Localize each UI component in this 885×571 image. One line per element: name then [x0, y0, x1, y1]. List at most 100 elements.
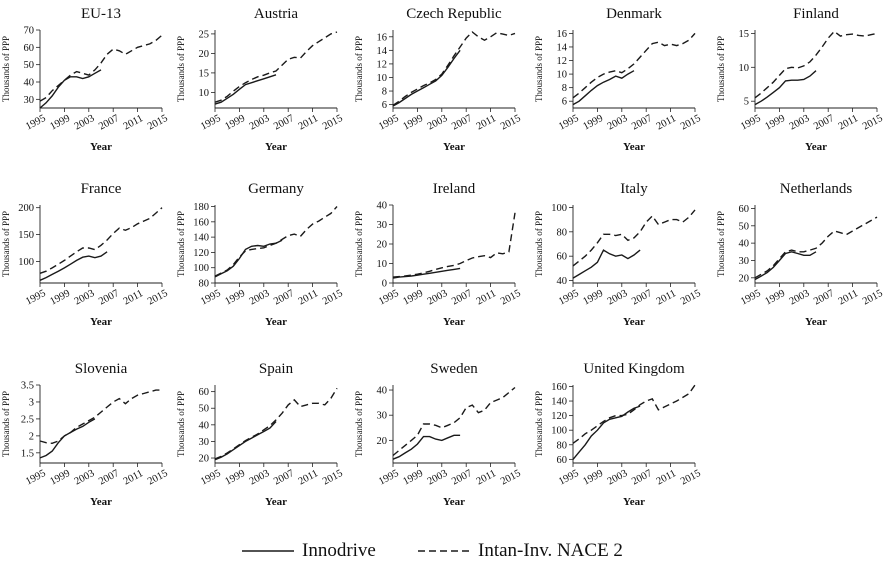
- x-tick-label: 2003: [73, 113, 97, 133]
- y-tick-label: 200: [18, 203, 34, 214]
- y-tick-label: 160: [193, 217, 209, 228]
- panel-sweden: Sweden 20 30 40 1995 1999 2003 2007 2011 2015 Year…: [354, 361, 523, 508]
- y-axis-label: Thousands of PPP: [534, 211, 544, 277]
- y-tick-label: 25: [199, 29, 210, 40]
- x-tick-label: 2015: [321, 468, 345, 488]
- x-tick-label: 2011: [122, 288, 145, 307]
- x-tick-label: 1995: [377, 113, 401, 133]
- y-tick-label: 8: [382, 87, 387, 98]
- y-tick-label: 16: [557, 29, 568, 40]
- x-axis-label: Year: [443, 496, 465, 508]
- panel-title: United Kingdom: [583, 361, 685, 377]
- y-tick-label: 50: [199, 404, 210, 415]
- y-tick-label: 3: [29, 397, 34, 408]
- y-tick-label: 12: [557, 56, 568, 67]
- series-line-innodrive: [39, 69, 102, 109]
- y-axis-label: Thousands of PPP: [176, 36, 186, 102]
- y-tick-label: 10: [739, 63, 750, 74]
- x-tick-label: 1995: [557, 113, 581, 133]
- y-tick-label: 16: [377, 32, 388, 43]
- y-tick-label: 12: [377, 59, 388, 70]
- y-tick-label: 30: [377, 411, 388, 422]
- x-tick-label: 2007: [272, 468, 296, 488]
- panel-eu-13: EU-13 30 40 50 60 70 1995 1999 2003 2007 2011 2015 Y…: [1, 6, 170, 153]
- y-tick-label: 5: [744, 97, 749, 108]
- series-line-innodrive: [572, 405, 641, 460]
- x-tick-label: 2015: [679, 468, 703, 488]
- panel-title: Denmark: [606, 6, 662, 22]
- y-tick-label: 2.5: [21, 414, 34, 425]
- x-tick-label: 1999: [581, 468, 605, 488]
- x-tick-label: 2011: [475, 288, 498, 307]
- x-tick-label: 2003: [248, 113, 272, 133]
- y-tick-label: 120: [193, 248, 209, 259]
- legend-label-intan-inv: Intan-Inv. NACE 2: [478, 540, 623, 561]
- y-tick-label: 6: [382, 100, 387, 111]
- x-tick-label: 2003: [788, 288, 812, 308]
- series-line-intan-inv-nace-2: [392, 212, 516, 278]
- y-tick-label: 20: [199, 49, 210, 60]
- x-tick-label: 2003: [606, 288, 630, 308]
- y-tick-label: 0: [382, 279, 387, 290]
- series-line-innodrive: [39, 251, 108, 281]
- x-tick-label: 2003: [426, 468, 450, 488]
- x-tick-label: 2007: [272, 113, 296, 133]
- y-tick-label: 1.5: [21, 448, 34, 459]
- y-tick-label: 8: [562, 83, 567, 94]
- x-tick-label: 2015: [499, 113, 523, 133]
- x-axis-label: Year: [265, 496, 287, 508]
- x-tick-label: 2011: [297, 468, 320, 487]
- y-tick-label: 20: [199, 454, 210, 465]
- y-tick-label: 14: [557, 42, 568, 53]
- y-tick-label: 50: [24, 60, 35, 71]
- x-tick-label: 2015: [321, 113, 345, 133]
- panel-ireland: Ireland 0 10 20 30 40 1995 1999 2003 2007 2011 2015…: [354, 181, 523, 328]
- y-tick-label: 2: [29, 431, 34, 442]
- x-tick-label: 1999: [581, 113, 605, 133]
- panel-denmark: Denmark 6 8 10 12 14 16 1995 1999 2003 2007 2011 201…: [534, 6, 703, 153]
- panel-austria: Austria 10 15 20 25 1995 1999 2003 2007 2011 2015 Y…: [176, 6, 345, 153]
- series-line-intan-inv-nace-2: [392, 31, 516, 106]
- panel-spain: Spain 20 30 40 50 60 1995 1999 2003 2007 2011 2015 Y…: [176, 361, 345, 508]
- series-line-innodrive: [572, 249, 641, 279]
- x-tick-label: 2011: [475, 113, 498, 132]
- x-tick-label: 2015: [679, 113, 703, 133]
- x-axis-label: Year: [443, 141, 465, 153]
- y-tick-label: 60: [739, 204, 750, 215]
- y-tick-label: 10: [377, 259, 388, 270]
- series-line-innodrive: [392, 49, 461, 107]
- x-tick-label: 1995: [199, 468, 223, 488]
- panel-title: Ireland: [433, 181, 476, 197]
- x-tick-label: 1995: [739, 288, 763, 308]
- x-tick-label: 2007: [812, 113, 836, 133]
- x-tick-label: 2015: [499, 468, 523, 488]
- panel-title: Sweden: [430, 361, 478, 377]
- y-tick-label: 30: [199, 437, 210, 448]
- series-line-intan-inv-nace-2: [754, 216, 878, 279]
- x-axis-label: Year: [623, 316, 645, 328]
- x-tick-label: 1995: [199, 113, 223, 133]
- y-tick-label: 20: [377, 240, 388, 251]
- x-axis-label: Year: [443, 316, 465, 328]
- y-tick-label: 6: [562, 97, 567, 108]
- x-tick-label: 1999: [48, 113, 72, 133]
- y-tick-label: 60: [557, 252, 568, 263]
- panel-title: Finland: [793, 6, 839, 22]
- y-tick-label: 40: [739, 239, 750, 250]
- panel-germany: Germany 80 100 120 140 160 180 1995 1999 2003 2007…: [176, 181, 345, 328]
- panel-title: Italy: [620, 181, 648, 197]
- series-line-innodrive: [754, 70, 817, 106]
- series-line-innodrive: [214, 74, 277, 105]
- y-tick-label: 100: [193, 263, 209, 274]
- panel-italy: Italy 40 60 80 100 1995 1999 2003 2007 2011 2015 Ye…: [534, 181, 703, 328]
- series-line-innodrive: [392, 267, 461, 279]
- series-line-intan-inv-nace-2: [214, 387, 338, 460]
- panel-title: Netherlands: [780, 181, 853, 197]
- x-tick-label: 2015: [146, 288, 170, 308]
- y-tick-label: 14: [377, 46, 388, 57]
- x-tick-label: 1999: [763, 113, 787, 133]
- y-tick-label: 10: [557, 70, 568, 81]
- x-tick-label: 1995: [739, 113, 763, 133]
- series-line-intan-inv-nace-2: [214, 206, 338, 277]
